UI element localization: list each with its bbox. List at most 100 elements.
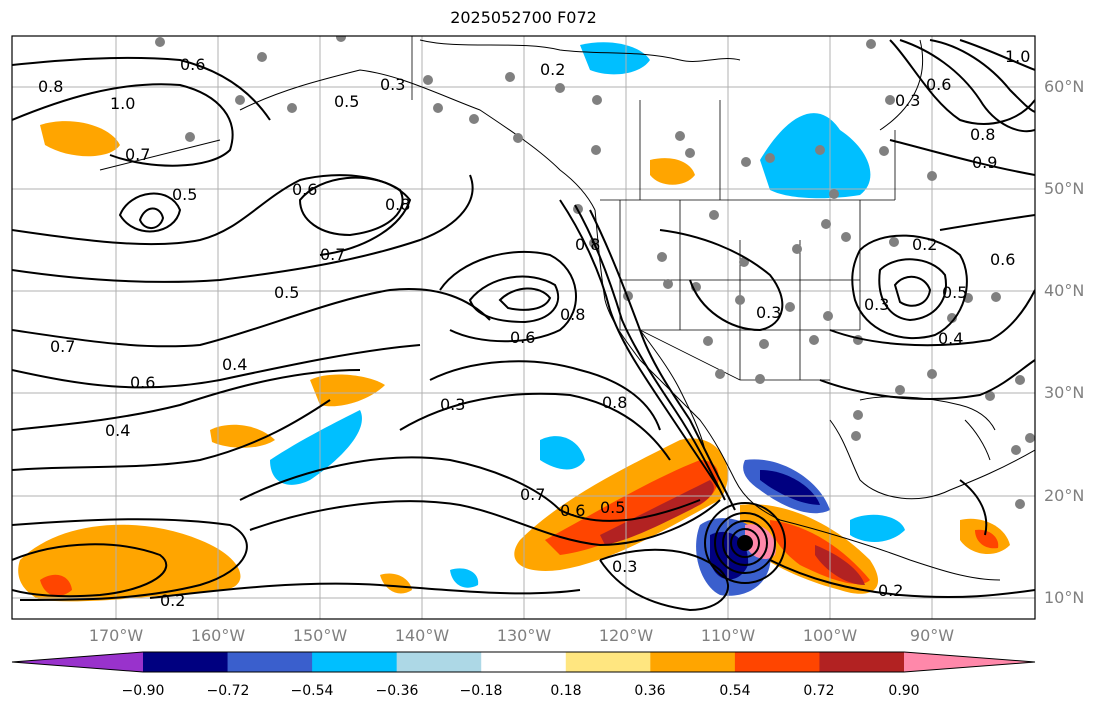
colorbar-segment [481,652,567,672]
map-title: 2025052700 F072 [450,8,597,27]
lat-label-50: 50°N [1044,179,1085,198]
shade-orange-pac2 [18,524,241,602]
contour-8 [12,288,491,348]
contour-33 [899,39,1035,133]
colorbar-extend-low [12,652,143,672]
contour-29 [893,275,932,307]
contour-label: 0.5 [274,283,299,302]
storm-center-marker [737,535,753,551]
lon-label-100w: 100°W [802,626,858,645]
colorbar-tick-label: 0.90 [888,683,920,699]
shade-red-eastpac [545,460,719,555]
contour-37 [939,214,1035,231]
lat-label-60: 60°N [1044,77,1085,96]
alaska-coast [239,69,596,211]
contour-label: 0.5 [334,92,359,111]
shade-blue-pac7 [450,568,479,588]
contour-label: 0.4 [105,421,130,440]
contour-21 [249,499,721,547]
contour-32 [889,39,1035,125]
colorbar-segment [227,652,313,672]
political-borders [411,36,896,381]
colorbar-segment [396,652,482,672]
central-america [779,519,1001,581]
colorbar-segment [650,652,736,672]
lon-label-150w: 150°W [292,626,348,645]
contour-16 [399,392,671,461]
contour-label: 0.6 [990,250,1015,269]
map-content: 0.6 0.8 1.0 0.7 0.5 0.3 0.2 0.5 0.6 0.8 … [12,36,1035,619]
lat-label-40: 40°N [1044,281,1085,300]
contour-2 [12,83,234,167]
shading-layer [18,42,1010,602]
mexico-gulf-coast [829,419,1035,500]
contour-18 [574,204,726,501]
contour-12 [439,251,577,343]
contour-label: 0.3 [895,91,920,110]
contour-20 [239,456,701,522]
contour-label: 0.5 [172,185,197,204]
contour-label: 0.6 [926,75,951,94]
grid-lines [12,36,1035,619]
contour-label: 0.8 [385,195,410,214]
contour-label: 0.9 [972,153,997,172]
contour-label: 0.8 [38,77,63,96]
shade-blue-gulf [850,514,905,542]
contour-7 [298,176,404,237]
contour-27 [851,234,968,340]
contour-label: 0.7 [125,145,150,164]
contour-13 [468,275,560,324]
contour-10 [12,369,361,431]
contour-label: 1.0 [110,94,135,113]
contour-label: 0.8 [970,125,995,144]
contour-label: 0.2 [912,235,937,254]
contour-22 [12,518,248,601]
contour-39 [659,229,784,332]
colorbar-tick-label: −0.18 [459,683,503,699]
contour-3 [118,192,182,233]
lon-label-160w: 160°W [190,626,246,645]
contour-31 [819,359,1035,400]
contour-label: 0.3 [756,303,781,322]
contour-label: 0.3 [864,295,889,314]
contour-25 [599,548,730,612]
canada-arctic-coast [419,39,741,62]
contour-17 [559,199,721,491]
florida [964,419,991,461]
colorbar-extend-high [904,652,1035,672]
lat-label-10: 10°N [1044,588,1085,607]
contour-label: 0.2 [160,591,185,610]
colorbar-tick-label: −0.54 [290,683,334,699]
contour-4 [138,207,165,229]
contour-label: 0.2 [878,581,903,600]
lon-label-130w: 130°W [496,626,552,645]
shade-red-pac2 [40,574,72,596]
baja-california [639,329,706,451]
contour-label: 0.8 [560,305,585,324]
colorbar-segment [734,652,820,672]
shade-darkred-se [815,545,865,585]
contour-label: 0.6 [510,328,535,347]
contour-1 [12,56,271,121]
station-markers [155,36,1035,509]
contour-label: 0.7 [320,245,345,264]
contour-label: 0.4 [938,329,963,348]
contour-14 [498,287,552,311]
shade-blue-pac5 [270,410,362,485]
contour-24 [149,582,581,599]
contour-5 [12,174,412,256]
shade-orange-pac4 [210,424,275,448]
coastlines [99,39,1035,581]
colorbar-tick-label: −0.36 [375,683,419,699]
lon-label-110w: 110°W [700,626,756,645]
shade-orange-pac8 [380,573,412,594]
lat-label-20: 20°N [1044,486,1085,505]
contour-storm-3 [714,512,776,574]
colorbar-tick-label: −0.72 [206,683,250,699]
shade-blue-bc [580,42,650,75]
contour-23 [12,543,168,598]
lon-label-90w: 90°W [909,626,955,645]
shade-orange-pac1 [40,121,120,157]
contour-label: 0.2 [540,60,565,79]
contour-9 [12,344,421,389]
